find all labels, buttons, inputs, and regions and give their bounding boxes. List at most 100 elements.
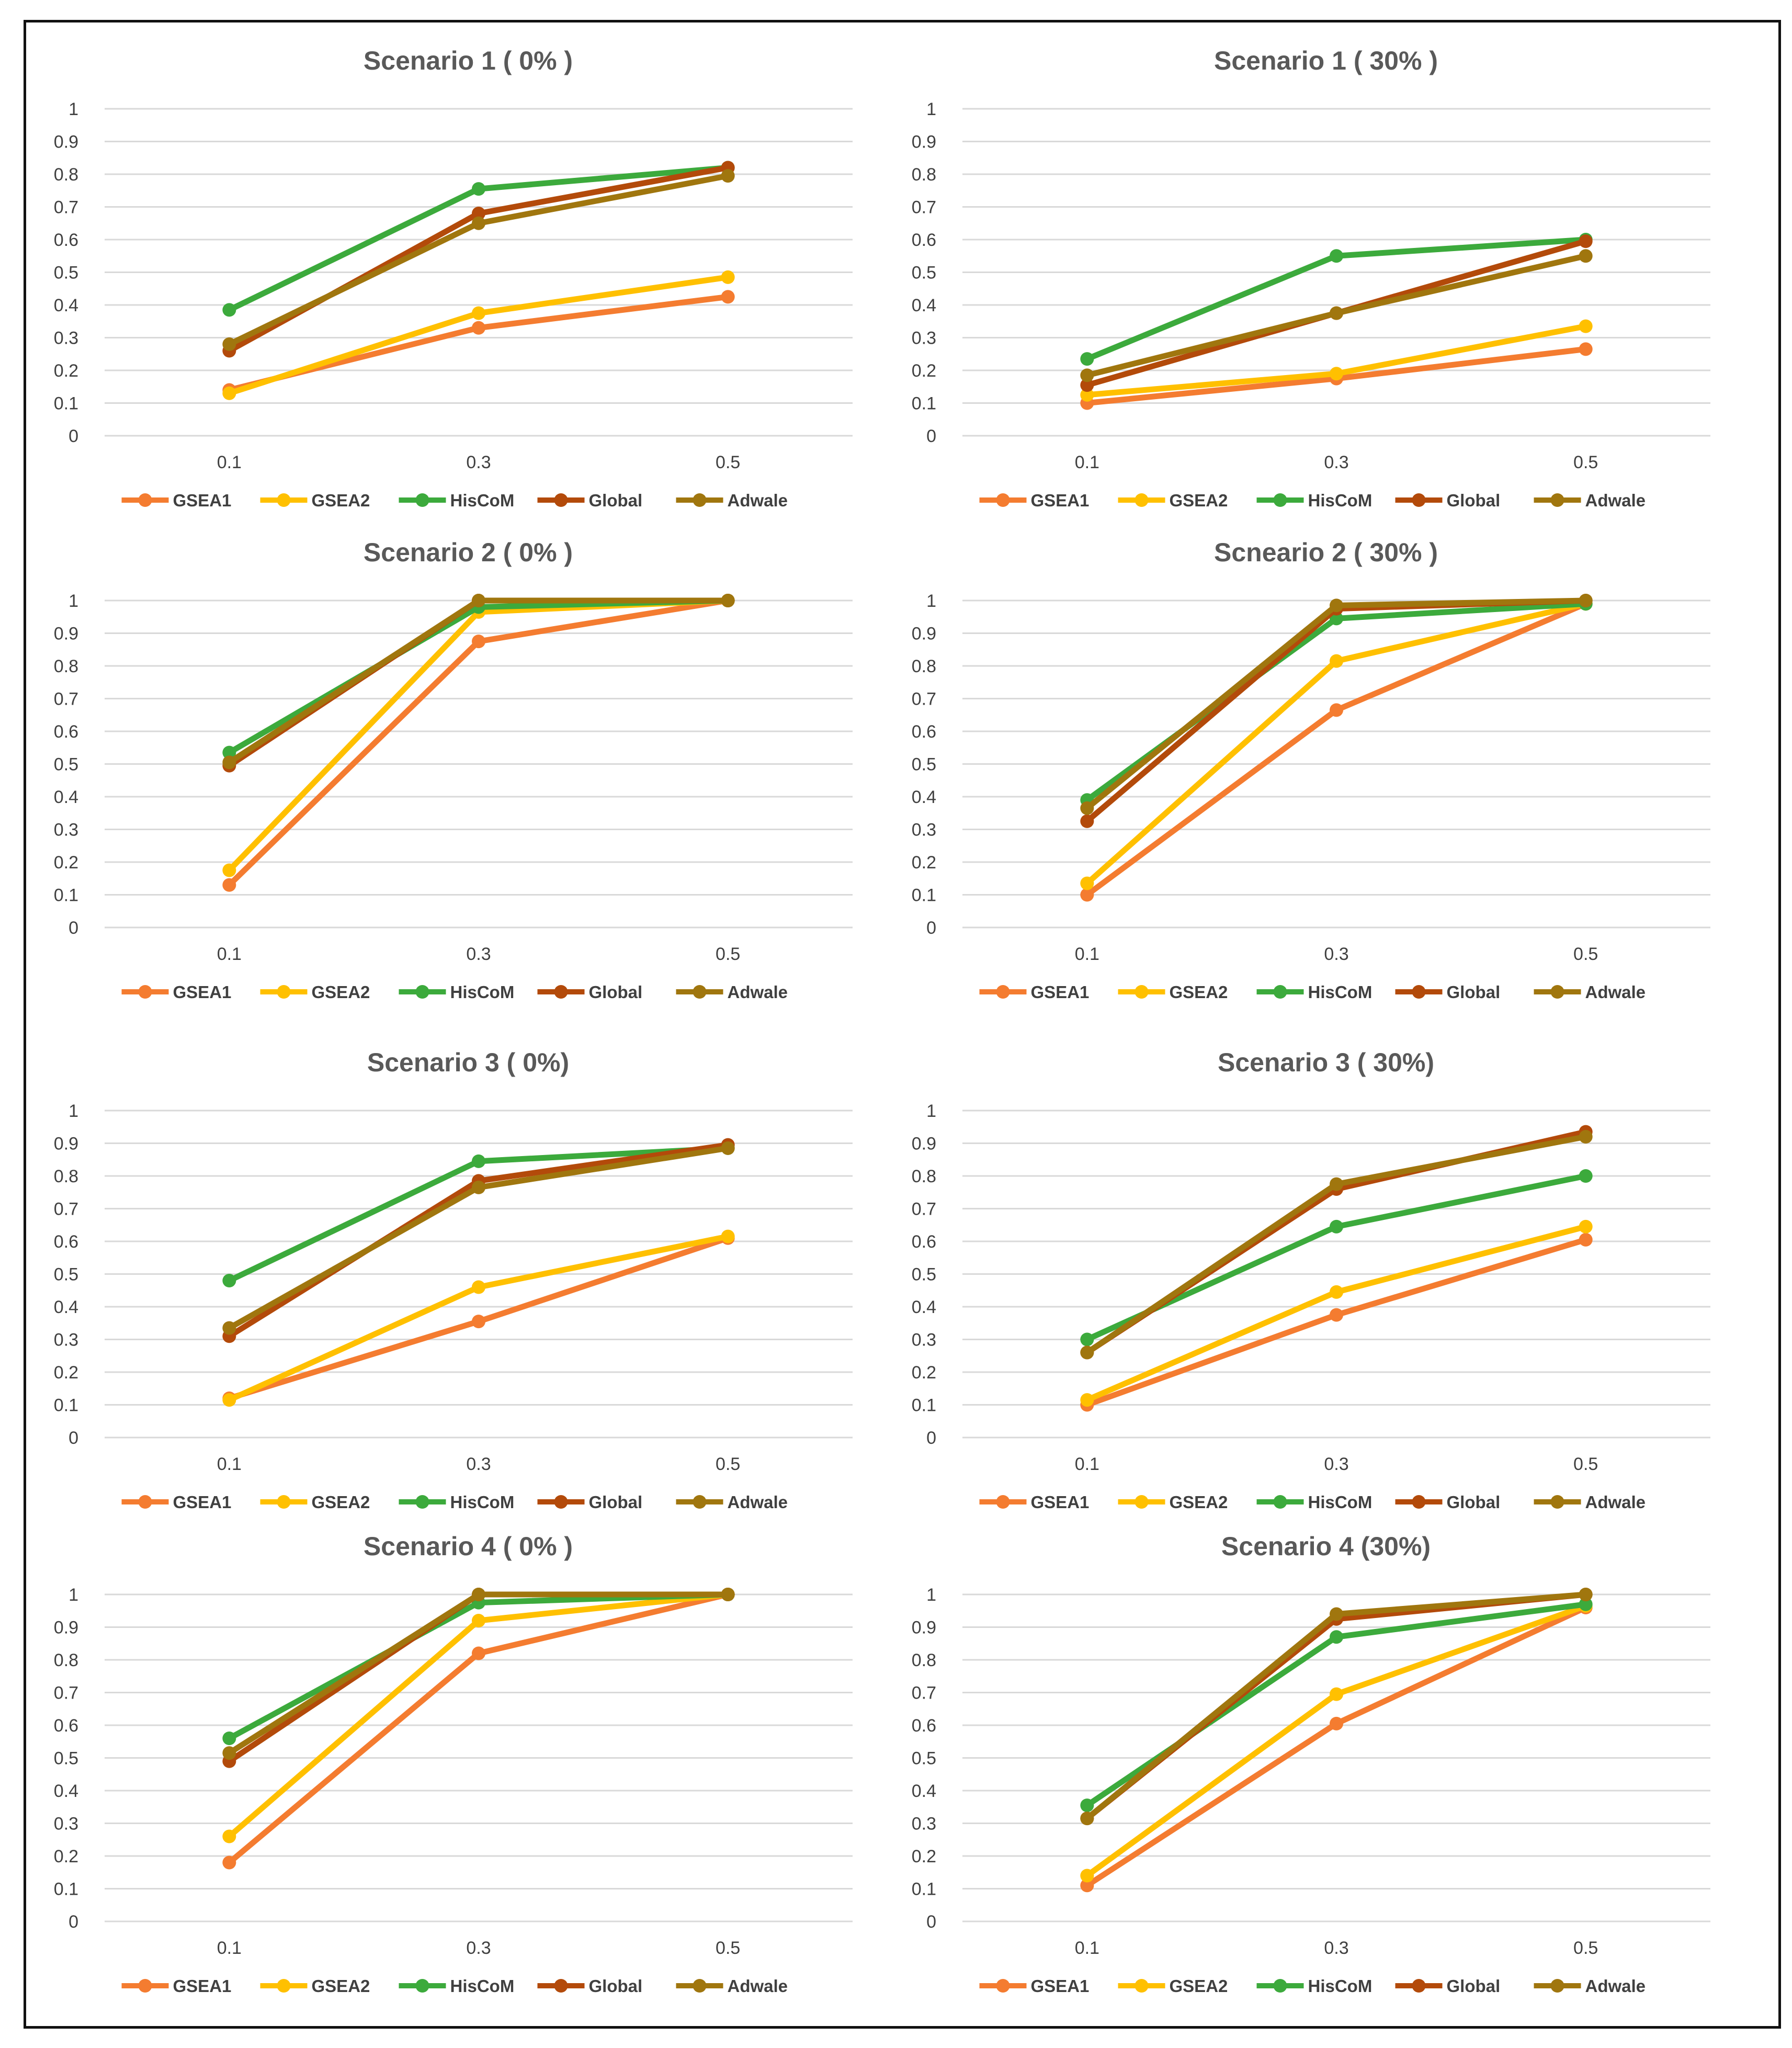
legend-item: GSEA2 (260, 1492, 370, 1512)
y-tick-label: 0.5 (912, 755, 936, 775)
legend-item: GSEA2 (260, 1976, 370, 1996)
legend-label: Adwale (1585, 491, 1646, 510)
y-tick-label: 0.4 (54, 296, 78, 315)
y-tick-label: 0.2 (912, 361, 936, 381)
y-tick-label: 0.8 (54, 1650, 78, 1670)
legend-label: Global (589, 1976, 643, 1996)
legend-label: Adwale (1585, 982, 1646, 1002)
data-point-gsea2 (222, 863, 236, 877)
x-tick-label: 0.1 (217, 1938, 242, 1958)
y-tick-label: 0 (69, 1428, 78, 1448)
x-tick-label: 0.1 (1075, 452, 1099, 472)
legend-label: Adwale (728, 1492, 788, 1512)
y-tick-label: 0.5 (912, 1265, 936, 1285)
chart-title: Scenario 4 (30%) (1221, 1532, 1431, 1561)
legend-marker (1135, 493, 1149, 507)
x-tick-label: 0.5 (716, 452, 740, 472)
legend-item: Global (1395, 491, 1500, 510)
chart-title: Scneario 2 ( 30% ) (1214, 538, 1438, 567)
data-point-adwale (1579, 249, 1593, 263)
y-tick-label: 0.3 (54, 1330, 78, 1350)
y-tick-label: 0.8 (54, 165, 78, 185)
legend-marker (138, 985, 152, 999)
data-point-adwale (1579, 1588, 1593, 1601)
x-tick-label: 0.1 (1075, 944, 1099, 964)
y-tick-label: 0.3 (54, 820, 78, 840)
legend-marker (138, 1495, 152, 1509)
data-point-gsea1 (472, 1315, 485, 1329)
data-point-hiscom (222, 1732, 236, 1745)
data-point-hiscom (1330, 1219, 1343, 1234)
x-tick-label: 0.5 (716, 1454, 740, 1474)
legend-item: GSEA1 (121, 982, 231, 1002)
y-tick-label: 0.7 (912, 1200, 936, 1219)
y-tick-label: 0.2 (54, 1847, 78, 1866)
legend-item: GSEA1 (979, 1492, 1090, 1512)
y-tick-label: 0.4 (54, 787, 78, 807)
y-tick-label: 0.2 (54, 361, 78, 381)
y-tick-label: 0.1 (912, 1396, 936, 1416)
data-point-gsea2 (1080, 388, 1094, 402)
y-tick-label: 0.6 (912, 722, 936, 742)
x-tick-label: 0.5 (1573, 1938, 1598, 1958)
legend-label: GSEA2 (312, 1976, 370, 1996)
y-tick-label: 0.4 (912, 1781, 936, 1801)
data-point-adwale (472, 1588, 485, 1601)
y-tick-label: 0.9 (54, 132, 78, 152)
legend-marker (138, 1979, 152, 1993)
legend-item: GSEA2 (260, 491, 370, 510)
data-point-hiscom (1080, 352, 1094, 366)
legend-marker (415, 493, 429, 507)
data-point-global (1080, 378, 1094, 392)
y-tick-label: 0.5 (54, 1265, 78, 1285)
legend-label: GSEA2 (312, 982, 370, 1002)
data-point-gsea2 (1330, 654, 1343, 668)
y-tick-label: 1 (926, 591, 936, 611)
data-point-gsea1 (1330, 703, 1343, 717)
chart-panel: Scenario 3 ( 0%) 0 0.1 0.2 0.3 0.4 0.5 0.6 0.7 0.… (26, 1024, 884, 1516)
series-line-gsea1 (1084, 1604, 1589, 1888)
y-tick-label: 0.8 (54, 1167, 78, 1186)
y-tick-label: 0.3 (912, 820, 936, 840)
legend-label: HisCoM (1308, 982, 1373, 1002)
legend-marker (415, 1495, 429, 1509)
data-point-gsea2 (1080, 1869, 1094, 1883)
x-tick-label: 0.3 (1324, 1454, 1348, 1474)
legend-label: GSEA2 (312, 1492, 370, 1512)
x-tick-label: 0.1 (217, 1454, 242, 1474)
y-tick-label: 0.9 (54, 1618, 78, 1638)
data-point-hiscom (222, 1274, 236, 1287)
data-point-gsea1 (222, 878, 236, 892)
y-tick-label: 1 (926, 1101, 936, 1121)
legend-label: GSEA2 (1170, 982, 1228, 1002)
legend-label: GSEA2 (1170, 1492, 1228, 1512)
legend-label: HisCoM (1308, 491, 1373, 510)
line-chart: Scenario 1 ( 30% ) 0 0.1 0.2 0.3 0.4 0.5 0.6 0.7… (912, 46, 1710, 510)
data-point-gsea2 (1330, 367, 1343, 381)
data-point-adwale (721, 1588, 735, 1601)
y-tick-label: 0.6 (912, 230, 936, 250)
legend-marker (996, 1979, 1010, 1993)
legend-item: GSEA1 (121, 1976, 231, 1996)
x-tick-label: 0.5 (716, 944, 740, 964)
series-line-global (226, 597, 731, 769)
y-tick-label: 1 (69, 1101, 78, 1121)
legend-item: Global (537, 982, 642, 1002)
x-tick-label: 0.1 (217, 944, 242, 964)
data-point-gsea1 (472, 321, 485, 335)
legend-label: GSEA1 (1031, 491, 1090, 510)
legend-marker (1273, 1979, 1287, 1993)
legend-label: GSEA1 (173, 1492, 232, 1512)
legend-marker (1550, 985, 1564, 999)
data-point-gsea1 (1579, 1232, 1593, 1247)
legend-label: Adwale (728, 982, 788, 1002)
y-tick-label: 0.4 (912, 296, 936, 315)
chart-panel: Scenario 1 ( 0% ) 0 0.1 0.2 0.3 0.4 0.5 0.6 0.7 0… (26, 22, 884, 514)
chart-title: Scenario 2 ( 0% ) (364, 538, 573, 567)
y-tick-label: 0.2 (912, 1363, 936, 1383)
data-point-adwale (1080, 1345, 1094, 1360)
legend-label: GSEA1 (1031, 1492, 1090, 1512)
data-point-gsea2 (1080, 876, 1094, 890)
x-tick-label: 0.3 (466, 1454, 491, 1474)
line-chart: Scenario 2 ( 0% ) 0 0.1 0.2 0.3 0.4 0.5 0.6 0.7 0… (54, 538, 853, 1002)
